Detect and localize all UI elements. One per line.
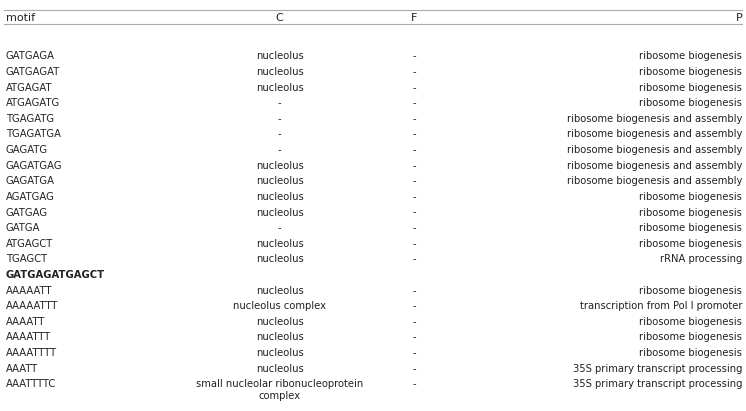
Text: nucleolus: nucleolus <box>256 192 304 202</box>
Text: -: - <box>413 223 416 233</box>
Text: rRNA processing: rRNA processing <box>660 254 742 264</box>
Text: ribosome biogenesis: ribosome biogenesis <box>639 348 742 358</box>
Text: nucleolus: nucleolus <box>256 332 304 342</box>
Text: transcription from Pol I promoter: transcription from Pol I promoter <box>580 301 742 311</box>
Text: C: C <box>276 14 283 23</box>
Text: ATGAGCT: ATGAGCT <box>6 239 53 249</box>
Text: nucleolus: nucleolus <box>256 51 304 61</box>
Text: -: - <box>413 364 416 374</box>
Text: TGAGATGA: TGAGATGA <box>6 129 61 139</box>
Text: -: - <box>413 239 416 249</box>
Text: -: - <box>413 129 416 139</box>
Text: ribosome biogenesis: ribosome biogenesis <box>639 332 742 342</box>
Text: -: - <box>413 379 416 389</box>
Text: GATGAGAT: GATGAGAT <box>6 67 60 77</box>
Text: -: - <box>278 129 281 139</box>
Text: -: - <box>278 145 281 155</box>
Text: AAATT: AAATT <box>6 364 38 374</box>
Text: 35S primary transcript processing: 35S primary transcript processing <box>573 364 742 374</box>
Text: nucleolus: nucleolus <box>256 317 304 327</box>
Text: GATGA: GATGA <box>6 223 40 233</box>
Text: GAGATGAG: GAGATGAG <box>6 161 63 171</box>
Text: nucleolus: nucleolus <box>256 348 304 358</box>
Text: nucleolus: nucleolus <box>256 254 304 264</box>
Text: nucleolus: nucleolus <box>256 286 304 296</box>
Text: ribosome biogenesis: ribosome biogenesis <box>639 317 742 327</box>
Text: -: - <box>413 208 416 217</box>
Text: motif: motif <box>6 14 35 23</box>
Text: ribosome biogenesis: ribosome biogenesis <box>639 83 742 92</box>
Text: nucleolus: nucleolus <box>256 176 304 186</box>
Text: -: - <box>278 114 281 124</box>
Text: GATGAGA: GATGAGA <box>6 51 55 61</box>
Text: -: - <box>413 161 416 171</box>
Text: -: - <box>413 348 416 358</box>
Text: AGATGAG: AGATGAG <box>6 192 55 202</box>
Text: -: - <box>278 223 281 233</box>
Text: small nucleolar ribonucleoprotein
complex: small nucleolar ribonucleoprotein comple… <box>196 379 363 401</box>
Text: AAAATT: AAAATT <box>6 317 46 327</box>
Text: P: P <box>736 14 742 23</box>
Text: -: - <box>413 254 416 264</box>
Text: -: - <box>413 98 416 108</box>
Text: ribosome biogenesis: ribosome biogenesis <box>639 98 742 108</box>
Text: AAATTTTC: AAATTTTC <box>6 379 56 389</box>
Text: ribosome biogenesis: ribosome biogenesis <box>639 223 742 233</box>
Text: -: - <box>413 176 416 186</box>
Text: F: F <box>411 14 417 23</box>
Text: AAAATTTT: AAAATTTT <box>6 348 57 358</box>
Text: -: - <box>278 98 281 108</box>
Text: GATGAGATGAGCT: GATGAGATGAGCT <box>6 270 105 280</box>
Text: -: - <box>413 51 416 61</box>
Text: ribosome biogenesis: ribosome biogenesis <box>639 239 742 249</box>
Text: nucleolus: nucleolus <box>256 364 304 374</box>
Text: ATGAGAT: ATGAGAT <box>6 83 52 92</box>
Text: ribosome biogenesis: ribosome biogenesis <box>639 67 742 77</box>
Text: ATGAGATG: ATGAGATG <box>6 98 60 108</box>
Text: -: - <box>413 317 416 327</box>
Text: ribosome biogenesis and assembly: ribosome biogenesis and assembly <box>567 176 742 186</box>
Text: ribosome biogenesis and assembly: ribosome biogenesis and assembly <box>567 161 742 171</box>
Text: nucleolus: nucleolus <box>256 161 304 171</box>
Text: ribosome biogenesis: ribosome biogenesis <box>639 208 742 217</box>
Text: GAGATGA: GAGATGA <box>6 176 55 186</box>
Text: nucleolus complex: nucleolus complex <box>233 301 326 311</box>
Text: GATGAG: GATGAG <box>6 208 48 217</box>
Text: -: - <box>413 83 416 92</box>
Text: nucleolus: nucleolus <box>256 239 304 249</box>
Text: -: - <box>413 332 416 342</box>
Text: ribosome biogenesis and assembly: ribosome biogenesis and assembly <box>567 145 742 155</box>
Text: 35S primary transcript processing: 35S primary transcript processing <box>573 379 742 389</box>
Text: ribosome biogenesis: ribosome biogenesis <box>639 286 742 296</box>
Text: -: - <box>413 67 416 77</box>
Text: AAAAATT: AAAAATT <box>6 286 52 296</box>
Text: ribosome biogenesis: ribosome biogenesis <box>639 192 742 202</box>
Text: -: - <box>413 286 416 296</box>
Text: TGAGCT: TGAGCT <box>6 254 47 264</box>
Text: nucleolus: nucleolus <box>256 208 304 217</box>
Text: GAGATG: GAGATG <box>6 145 48 155</box>
Text: nucleolus: nucleolus <box>256 67 304 77</box>
Text: ribosome biogenesis: ribosome biogenesis <box>639 51 742 61</box>
Text: nucleolus: nucleolus <box>256 83 304 92</box>
Text: AAAATTT: AAAATTT <box>6 332 51 342</box>
Text: -: - <box>413 301 416 311</box>
Text: ribosome biogenesis and assembly: ribosome biogenesis and assembly <box>567 129 742 139</box>
Text: -: - <box>413 192 416 202</box>
Text: TGAGATG: TGAGATG <box>6 114 54 124</box>
Text: AAAAATTT: AAAAATTT <box>6 301 58 311</box>
Text: -: - <box>413 114 416 124</box>
Text: ribosome biogenesis and assembly: ribosome biogenesis and assembly <box>567 114 742 124</box>
Text: -: - <box>413 145 416 155</box>
